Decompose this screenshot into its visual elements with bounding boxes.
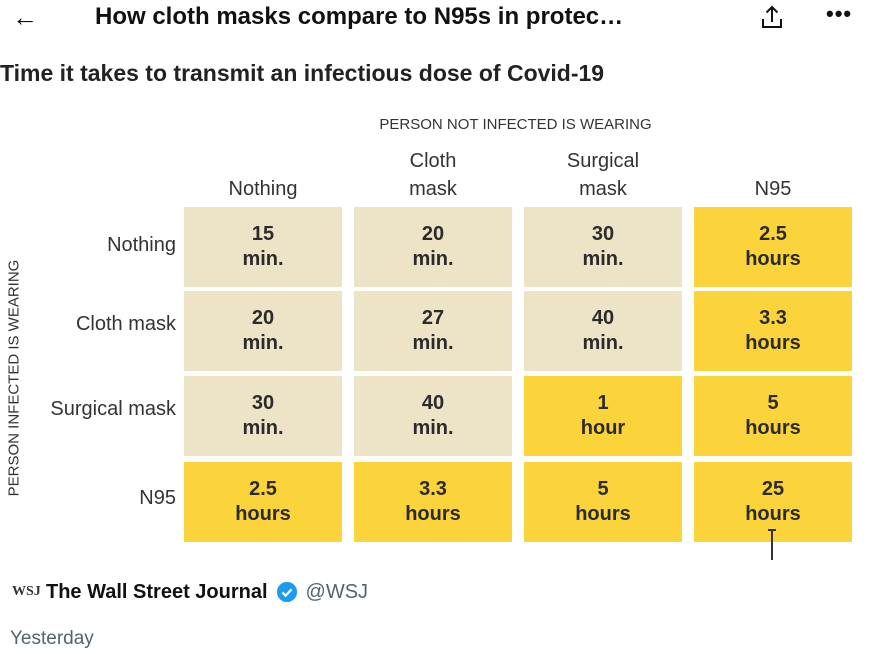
row-header-nothing: Nothing — [107, 234, 176, 256]
cell-text: 27 min. — [412, 306, 453, 356]
column-header-line1 — [693, 147, 853, 175]
wsj-logo: WSJ — [12, 584, 41, 599]
grid-cell: 20 min. — [354, 207, 512, 287]
column-header-line2: mask — [409, 178, 457, 200]
cell-value: 3.3 — [759, 307, 787, 329]
cell-text: 20 min. — [412, 222, 453, 272]
cell-value: 2.5 — [759, 223, 787, 245]
cell-unit: min. — [412, 417, 454, 439]
source-name[interactable]: The Wall Street Journal — [46, 580, 268, 603]
cell-value: 25 — [761, 478, 785, 500]
column-header-cloth-mask: Cloth mask — [353, 147, 513, 203]
verified-badge-icon — [276, 581, 297, 603]
cell-text: 3.3 hours — [405, 477, 461, 527]
tweet-source: WSJ The Wall Street Journal @WSJ — [12, 578, 368, 606]
cell-value: 27 — [421, 307, 445, 329]
grid-cell: 20 min. — [184, 291, 342, 371]
cell-unit: min. — [582, 332, 624, 354]
cell-unit: hours — [405, 503, 461, 525]
cell-text: 5 hours — [745, 391, 801, 441]
cell-unit: hours — [235, 503, 291, 525]
cell-text: 5 hours — [575, 477, 631, 527]
cell-unit: hours — [745, 248, 801, 270]
grid-cell: 25 hours — [694, 462, 852, 542]
row-header-surgical-mask: Surgical mask — [50, 398, 176, 420]
row-header-n95: N95 — [139, 487, 176, 509]
column-header-n95: N95 — [693, 147, 853, 203]
cell-text: 20 min. — [242, 306, 283, 356]
column-header-line1: Cloth — [409, 150, 457, 172]
cell-value: 40 — [421, 392, 445, 414]
grid-cell: 5 hours — [524, 462, 682, 542]
cell-text: 2.5 hours — [745, 222, 801, 272]
column-header-line2: mask — [579, 178, 627, 200]
source-handle[interactable]: @WSJ — [305, 580, 369, 603]
cell-value: 30 — [251, 392, 275, 414]
cell-value: 1 — [597, 392, 609, 414]
grid-cell: 40 min. — [354, 376, 512, 456]
cell-text: 40 min. — [582, 306, 623, 356]
cell-value: 3.3 — [419, 478, 447, 500]
page-title: How cloth masks compare to N95s in prote… — [95, 3, 624, 30]
column-header-line1: Surgical — [566, 150, 640, 172]
cell-unit: hour — [580, 417, 626, 439]
cell-unit: min. — [582, 248, 624, 270]
timestamp: Yesterday — [10, 628, 94, 649]
column-header-nothing: Nothing — [183, 147, 343, 203]
cell-text: 40 min. — [412, 391, 453, 441]
cell-text: 15 min. — [242, 222, 283, 272]
cell-text: 30 min. — [582, 222, 623, 272]
grid-cell: 27 min. — [354, 291, 512, 371]
cell-value: 5 — [767, 392, 779, 414]
text-cursor-icon — [768, 529, 776, 560]
grid-cell: 1 hour — [524, 376, 682, 456]
grid-cell: 3.3 hours — [354, 462, 512, 542]
cell-unit: hours — [745, 417, 801, 439]
grid-cell: 40 min. — [524, 291, 682, 371]
grid-cell: 3.3 hours — [694, 291, 852, 371]
chart-title: Time it takes to transmit an infectious … — [0, 60, 605, 86]
cell-value: 5 — [597, 478, 609, 500]
columns-caption: PERSON NOT INFECTED IS WEARING — [379, 116, 652, 133]
grid-cell: 15 min. — [184, 207, 342, 287]
share-icon[interactable] — [758, 3, 786, 31]
cell-text: 25 hours — [745, 477, 801, 527]
grid-cell: 30 min. — [524, 207, 682, 287]
cell-unit: min. — [412, 332, 454, 354]
cell-text: 2.5 hours — [235, 477, 291, 527]
cell-unit: min. — [412, 248, 454, 270]
grid-cell: 2.5 hours — [184, 462, 342, 542]
cell-value: 2.5 — [249, 478, 277, 500]
arrow-left-icon[interactable]: ← — [12, 2, 38, 32]
cell-unit: hours — [745, 332, 801, 354]
grid-cell: 30 min. — [184, 376, 342, 456]
top-bar: ← How cloth masks compare to N95s in pro… — [0, 0, 876, 40]
column-header-surgical-mask: Surgical mask — [523, 147, 683, 203]
cell-text: 30 min. — [242, 391, 283, 441]
column-header-line2: N95 — [754, 178, 792, 200]
column-header-line1 — [183, 147, 343, 175]
cell-unit: hours — [745, 503, 801, 525]
cell-unit: min. — [242, 332, 284, 354]
cell-unit: hours — [575, 503, 631, 525]
cell-value: 15 — [251, 223, 275, 245]
grid-cell: 5 hours — [694, 376, 852, 456]
cell-value: 40 — [591, 307, 615, 329]
cell-value: 20 — [251, 307, 275, 329]
cell-unit: min. — [242, 417, 284, 439]
column-header-line2: Nothing — [228, 178, 298, 200]
cell-text: 3.3 hours — [745, 306, 801, 356]
cell-value: 20 — [421, 223, 445, 245]
row-header-cloth-mask: Cloth mask — [75, 313, 176, 335]
rows-caption: PERSON INFECTED IS WEARING — [5, 259, 23, 497]
cell-text: 1 hour — [581, 391, 625, 441]
more-icon[interactable]: ••• — [826, 1, 853, 26]
cell-value: 30 — [591, 223, 615, 245]
cell-unit: min. — [242, 248, 284, 270]
grid-cell: 2.5 hours — [694, 207, 852, 287]
